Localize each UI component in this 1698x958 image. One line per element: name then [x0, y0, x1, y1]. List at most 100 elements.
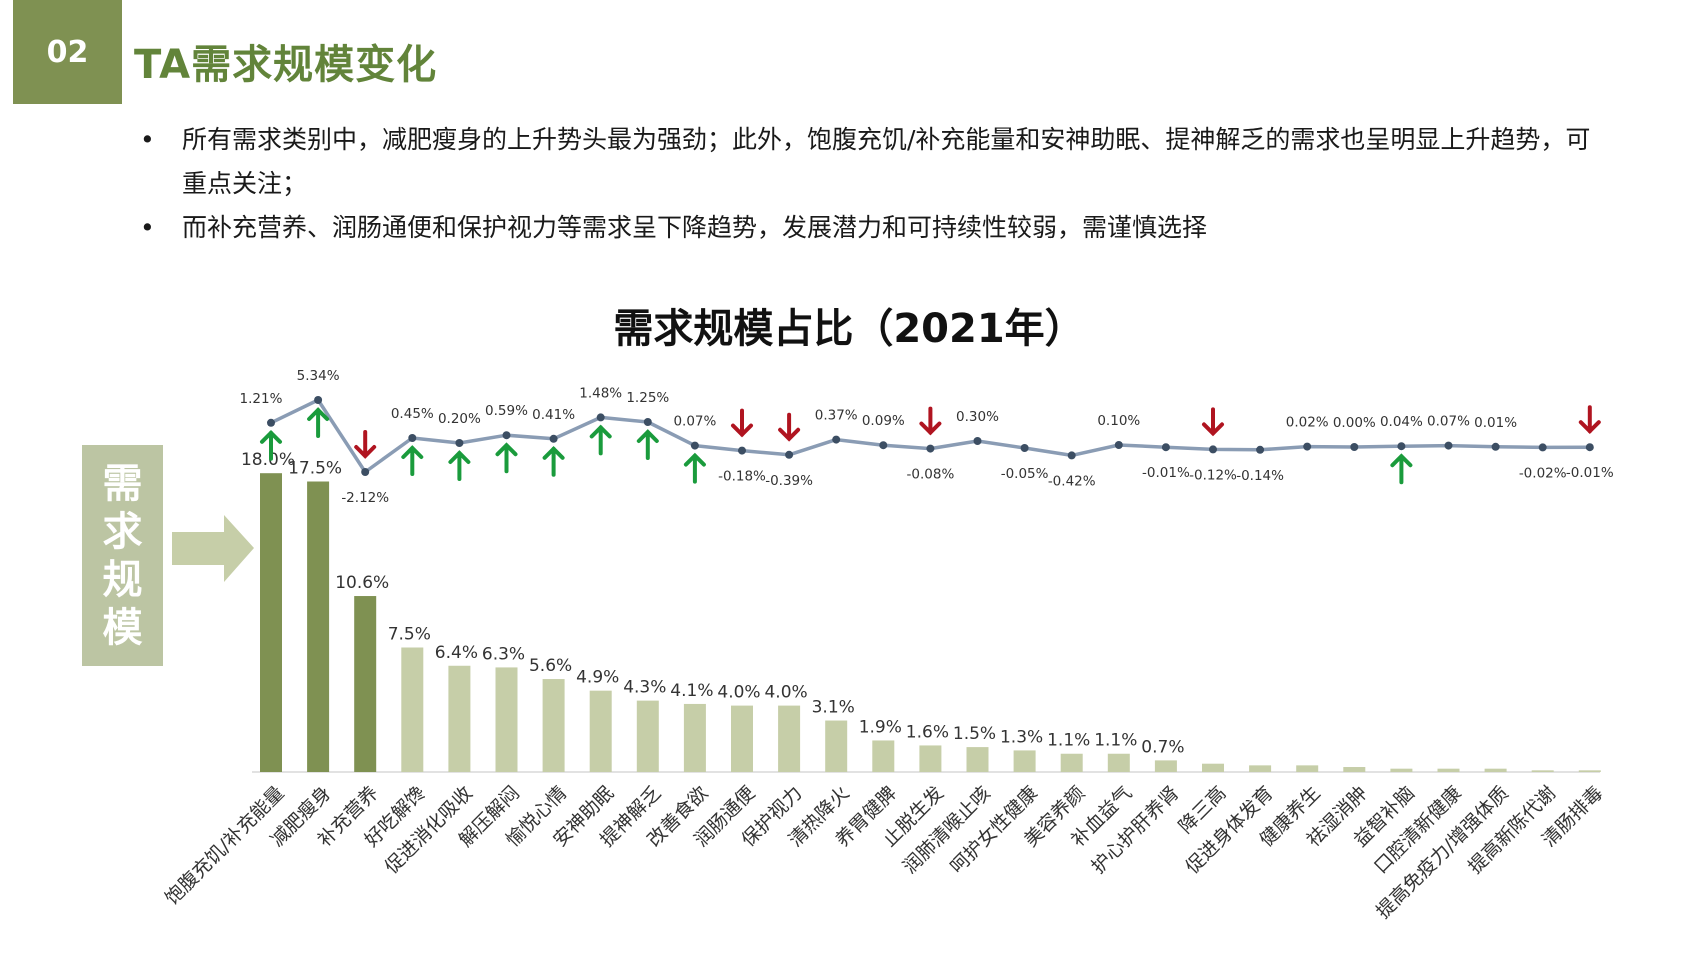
change-value-label: -0.42%: [1048, 473, 1096, 489]
change-point: [738, 446, 746, 455]
change-point: [455, 439, 464, 447]
bar-value-label: 0.7%: [1141, 737, 1184, 757]
up-arrow-icon: [636, 429, 659, 460]
bar-value-label: 1.6%: [906, 722, 949, 742]
up-arrow-icon: [260, 429, 282, 461]
change-point: [1491, 442, 1500, 451]
bar: [636, 700, 659, 772]
bar: [448, 665, 471, 772]
bar: [401, 647, 424, 772]
page-title: TA需求规模变化: [134, 42, 438, 88]
up-arrow-path: [636, 429, 659, 460]
change-value-label: 1.25%: [626, 390, 669, 406]
change-value-label: -0.12%: [1189, 467, 1237, 483]
bar: [542, 679, 565, 772]
bar: [1249, 765, 1272, 772]
change-value-label: -0.14%: [1236, 468, 1284, 484]
side-label-char: 求: [102, 508, 143, 555]
up-arrow-path: [307, 407, 330, 438]
change-value-label: 0.00%: [1333, 415, 1376, 431]
down-arrow-icon: [919, 406, 942, 436]
bullet-item: 而补充营养、润肠通便和保护视力等需求呈下降趋势，发展潜力和可持续性较弱，需谨慎选…: [140, 206, 1600, 250]
up-arrow-icon: [307, 407, 330, 438]
down-arrow-icon: [354, 430, 377, 459]
change-value-label: 0.01%: [1474, 415, 1517, 431]
bar: [1390, 768, 1413, 772]
change-point: [1585, 443, 1594, 452]
change-point: [1444, 441, 1453, 450]
change-value-label: -0.01%: [1142, 465, 1190, 481]
bar-value-label: 10.6%: [335, 573, 389, 593]
change-value-label: -0.02%: [1519, 465, 1567, 481]
change-value-label: -0.05%: [1001, 466, 1049, 482]
change-point: [1350, 443, 1359, 451]
change-point: [549, 434, 558, 443]
bar-value-label: 1.9%: [859, 717, 902, 737]
bar-value-label: 18.0%: [241, 450, 295, 470]
bar: [683, 703, 706, 772]
bar: [1484, 768, 1507, 772]
change-point: [785, 450, 794, 459]
bar-value-label: 3.1%: [812, 698, 855, 718]
up-arrow-path: [495, 442, 518, 474]
down-arrow-path: [731, 408, 753, 438]
down-arrow-path: [354, 430, 377, 459]
change-value-label: -0.39%: [765, 473, 813, 489]
bar: [354, 596, 377, 772]
bullet-item: 所有需求类别中，减肥瘦身的上升势头最为强劲；此外，饱腹充饥/补充能量和安神助眠、…: [140, 118, 1600, 206]
bar-value-label: 4.1%: [670, 681, 713, 701]
change-point: [1114, 441, 1123, 449]
down-arrow-icon: [1202, 407, 1224, 437]
bar-value-label: 7.5%: [388, 625, 431, 645]
bar: [966, 747, 989, 772]
up-arrow-icon: [401, 445, 424, 476]
change-value-label: 0.20%: [438, 411, 481, 427]
bar: [919, 745, 942, 772]
change-point: [1303, 442, 1312, 451]
bar: [1437, 768, 1460, 772]
up-arrow-icon: [495, 442, 518, 474]
change-point: [502, 431, 511, 440]
bar: [778, 705, 801, 772]
bar-value-label: 1.1%: [1047, 731, 1090, 751]
change-value-label: -0.08%: [907, 467, 955, 483]
change-point: [1538, 443, 1547, 452]
bar: [1343, 767, 1366, 772]
change-point: [1256, 445, 1265, 454]
change-point: [1161, 443, 1170, 452]
change-point: [1397, 442, 1406, 451]
up-arrow-icon: [589, 424, 612, 456]
change-value-label: 0.07%: [673, 414, 716, 430]
bar-value-label: 6.3%: [482, 644, 525, 664]
change-value-label: 0.45%: [391, 406, 434, 422]
change-value-label: 0.59%: [485, 403, 528, 419]
change-value-label: 0.37%: [815, 408, 858, 424]
bar-value-label: 6.4%: [435, 643, 478, 663]
change-value-label: -2.12%: [341, 490, 389, 506]
bullet-list: 所有需求类别中，减肥瘦身的上升势头最为强劲；此外，饱腹充饥/补充能量和安神助眠、…: [140, 118, 1600, 250]
bar-value-label: 1.1%: [1094, 731, 1137, 751]
change-point: [408, 434, 417, 442]
bar: [495, 667, 518, 772]
bar: [307, 481, 330, 772]
up-arrow-icon: [542, 445, 565, 477]
change-value-label: 1.48%: [579, 385, 622, 401]
up-arrow-path: [448, 450, 471, 481]
bar: [1154, 760, 1177, 772]
up-arrow-path: [401, 445, 424, 476]
change-value-label: 1.21%: [240, 391, 283, 407]
change-point: [361, 468, 370, 476]
bar: [260, 473, 282, 772]
bar: [825, 720, 848, 772]
up-arrow-path: [260, 429, 282, 461]
side-label-char: 规: [102, 556, 143, 603]
change-value-label: 0.10%: [1097, 413, 1140, 429]
change-value-label: 0.30%: [956, 409, 999, 425]
bar: [1578, 770, 1601, 772]
up-arrow-icon: [683, 452, 706, 484]
bar-value-label: 1.3%: [1000, 727, 1043, 747]
bar: [1060, 753, 1083, 772]
change-value-label: 5.34%: [297, 368, 340, 384]
bar: [731, 705, 753, 772]
